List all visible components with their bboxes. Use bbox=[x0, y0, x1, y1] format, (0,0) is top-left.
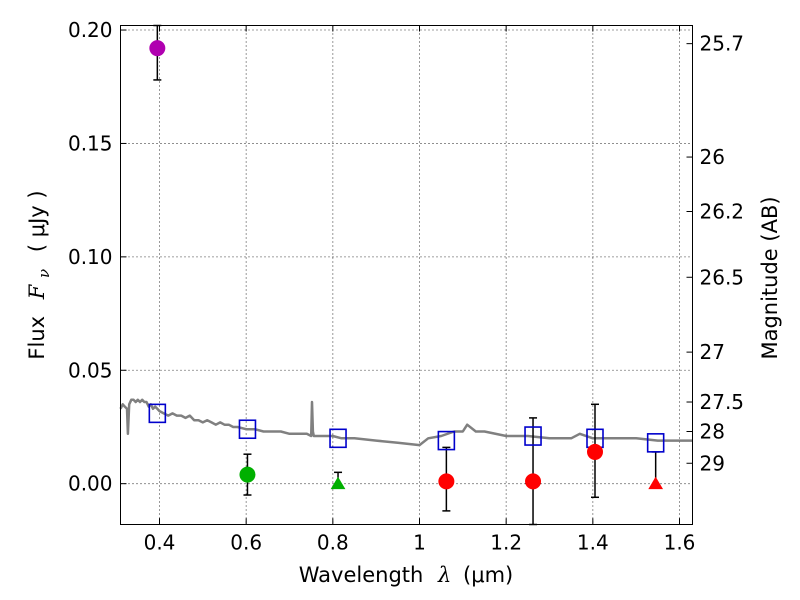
x-axis-label: Wavelength λ (μm) bbox=[299, 563, 513, 587]
magnitude-tick-label: 25.7 bbox=[700, 32, 745, 56]
model-square-point bbox=[524, 426, 542, 446]
y-axis-label-prefix: Flux bbox=[25, 316, 49, 360]
x-tick-label: 0.6 bbox=[230, 531, 262, 555]
plot-frame bbox=[120, 25, 693, 525]
magnitude-tick-label: 27.5 bbox=[700, 390, 745, 414]
y-tick-label: 0.00 bbox=[68, 472, 113, 496]
tick-labels: 0.4 0.6 0.8 1 1.2 1.4 1.6 0.00 0.05 0.10 0.15 0.20 2… bbox=[68, 18, 744, 554]
y-tick-label: 0.15 bbox=[68, 131, 113, 155]
model-square-point bbox=[329, 428, 347, 449]
magnitude-tick-label: 26.2 bbox=[700, 199, 745, 223]
observed-flux-point bbox=[587, 443, 603, 460]
y-axis-label-unit: ( μJy ) bbox=[25, 190, 49, 252]
x-tick-label: 1.4 bbox=[577, 531, 609, 555]
observed-flux-point bbox=[239, 466, 256, 483]
model-square-point bbox=[238, 419, 257, 440]
x-axis-label-symbol: λ bbox=[437, 563, 451, 587]
observed-flux-point bbox=[525, 473, 542, 490]
y-tick-label: 0.05 bbox=[68, 358, 113, 382]
model-square-point bbox=[148, 403, 167, 424]
x-tick-label: 1.2 bbox=[490, 531, 522, 555]
grid bbox=[120, 25, 693, 525]
y-axis-label: Flux F ν ( μJy ) bbox=[25, 190, 54, 359]
x-tick-label: 0.8 bbox=[317, 531, 349, 555]
template-spectrum-layer bbox=[119, 398, 693, 447]
observed-points-layer bbox=[149, 40, 664, 490]
right-axis-label: Magnitude (AB) bbox=[758, 196, 782, 359]
x-axis-label-prefix: Wavelength bbox=[299, 563, 424, 587]
upper-limit-triangle-point bbox=[330, 476, 346, 490]
observed-flux-point bbox=[438, 473, 455, 490]
x-tick-label: 1 bbox=[413, 531, 426, 555]
magnitude-tick-label: 29 bbox=[700, 451, 725, 475]
y-tick-label: 0.10 bbox=[68, 245, 113, 269]
magnitude-tick-label: 28 bbox=[700, 420, 725, 444]
model-square-point bbox=[646, 433, 665, 453]
model-square-point bbox=[437, 430, 456, 451]
template-spectrum-line bbox=[119, 398, 693, 447]
observed-flux-point bbox=[149, 40, 166, 57]
y-axis-label-subscript: ν bbox=[35, 269, 53, 278]
upper-limit-triangle-point bbox=[648, 476, 664, 490]
x-tick-label: 0.4 bbox=[144, 531, 176, 555]
y-axis-label-symbol: F bbox=[25, 283, 49, 300]
x-axis-label-unit: (μm) bbox=[463, 563, 513, 587]
magnitude-tick-label: 27 bbox=[700, 340, 725, 364]
magnitude-tick-label: 26.5 bbox=[700, 265, 745, 289]
x-tick-label: 1.6 bbox=[664, 531, 696, 555]
ticks bbox=[120, 25, 693, 525]
y-tick-label: 0.20 bbox=[68, 18, 113, 42]
magnitude-tick-label: 26 bbox=[700, 145, 725, 169]
